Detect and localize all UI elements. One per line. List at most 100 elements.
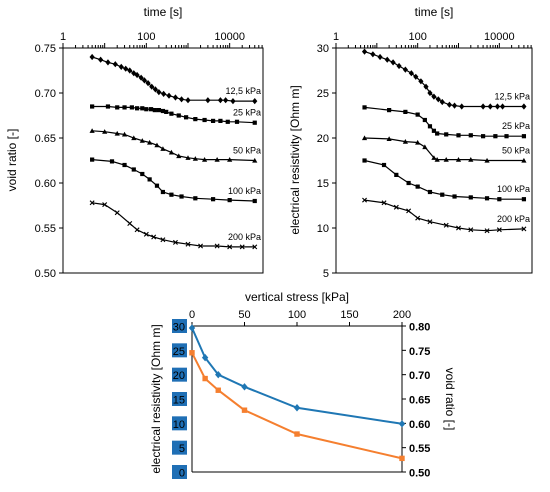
- data-point: [152, 86, 158, 93]
- data-point: [151, 234, 157, 240]
- y-tick-label-right: 0.50: [409, 468, 430, 480]
- data-point: [143, 231, 149, 237]
- y-tick-highlight: [172, 416, 187, 431]
- series: 200 kPa: [89, 200, 261, 250]
- data-point: [185, 241, 191, 247]
- y-tick-highlight: [172, 367, 187, 382]
- data-point: [435, 131, 440, 136]
- y-tick-label-left: 0: [179, 468, 185, 480]
- y-tick-label-left: 5: [179, 443, 185, 455]
- y-tick-label: 0.55: [35, 223, 56, 235]
- data-point: [90, 157, 95, 162]
- data-point: [138, 74, 144, 81]
- data-point: [361, 135, 368, 141]
- x-tick-label: 50: [238, 309, 250, 321]
- data-point: [427, 124, 433, 129]
- data-point: [202, 375, 208, 382]
- data-point: [105, 104, 111, 109]
- y-tick-label-right: 0.55: [409, 443, 430, 455]
- y-ticks: 0.50 0.55 0.60 0.65 0.70 0.75: [35, 43, 63, 280]
- data-point: [434, 157, 440, 162]
- data-point: [252, 244, 258, 250]
- data-point: [215, 370, 222, 379]
- data-point: [468, 157, 474, 162]
- series: 50 kPa: [361, 135, 530, 163]
- x-ticks: 0 50 100 150 200: [189, 309, 411, 326]
- data-point: [496, 227, 502, 233]
- data-point: [198, 243, 204, 249]
- y-tick-label: 0.60: [35, 178, 56, 190]
- series-label: 50 kPa: [233, 146, 261, 156]
- data-point: [386, 136, 392, 141]
- x-ticks: 1 100 10000: [333, 31, 532, 48]
- series-line: [191, 327, 403, 425]
- data-point: [521, 197, 527, 202]
- data-point: [205, 97, 211, 104]
- data-point: [160, 189, 166, 195]
- x-tick-label: 10000: [484, 31, 515, 43]
- data-point: [362, 105, 367, 110]
- data-point: [122, 105, 127, 110]
- data-point: [440, 192, 445, 197]
- series-line: [364, 199, 524, 232]
- y-axis-label: void ratio [-]: [5, 129, 19, 192]
- data-point: [154, 142, 160, 148]
- series: 100 kPa: [90, 157, 261, 204]
- data-point: [406, 208, 412, 214]
- data-point: [484, 228, 490, 234]
- data-point: [394, 172, 399, 177]
- data-point: [185, 97, 191, 104]
- y-ticks-right: 0.50 0.55 0.60 0.65 0.70 0.75 0.80: [402, 322, 430, 480]
- data-point: [521, 103, 527, 110]
- data-point: [148, 107, 154, 112]
- series: 25 kPa: [362, 105, 530, 139]
- data-point: [415, 112, 420, 117]
- data-point: [452, 194, 457, 199]
- data-point: [484, 196, 490, 201]
- series-label: 25 kPa: [502, 121, 530, 131]
- data-point: [139, 138, 145, 143]
- x-tick-label: 1: [333, 31, 339, 43]
- y-tick-label-right: 0.75: [409, 346, 430, 358]
- y-tick-label: 25: [317, 88, 329, 100]
- x-axis-label: time [s]: [144, 5, 183, 19]
- y-axis-label-left: electrical resistivity [Ohm m]: [149, 324, 163, 473]
- data-point: [381, 200, 387, 206]
- data-point: [105, 59, 111, 66]
- data-point: [499, 103, 506, 110]
- plot-frame: [335, 47, 533, 274]
- y-tick-label-left: 15: [173, 395, 185, 407]
- data-point: [387, 108, 392, 113]
- data-point: [413, 73, 419, 80]
- data-point: [390, 59, 396, 66]
- data-point: [418, 78, 424, 85]
- data-point: [89, 200, 95, 206]
- series: [188, 324, 406, 428]
- data-point: [152, 108, 157, 113]
- series: 12,5 kPa: [361, 48, 530, 110]
- data-point: [102, 202, 108, 208]
- x-tick-label: 0: [189, 309, 195, 321]
- series: 100 kPa: [362, 158, 530, 202]
- data-point: [172, 239, 178, 245]
- data-point: [234, 119, 240, 124]
- data-point: [227, 198, 232, 203]
- data-point: [455, 157, 462, 162]
- data-point: [415, 215, 421, 221]
- x-tick-label: 10000: [214, 31, 245, 43]
- data-point: [422, 117, 427, 123]
- y-tick-label-right: 0.65: [409, 395, 430, 407]
- data-point: [144, 107, 149, 112]
- y-tick-highlight: [172, 465, 187, 479]
- data-point: [98, 56, 104, 63]
- data-point: [166, 92, 172, 99]
- data-point: [114, 130, 120, 136]
- data-point: [121, 131, 128, 137]
- y-axis-label: electrical resistivity [Ohm m]: [288, 85, 302, 234]
- data-point: [122, 162, 127, 168]
- data-point: [504, 134, 509, 139]
- data-point: [193, 117, 198, 122]
- data-point: [218, 118, 223, 123]
- data-point: [393, 204, 399, 210]
- data-point: [112, 61, 118, 68]
